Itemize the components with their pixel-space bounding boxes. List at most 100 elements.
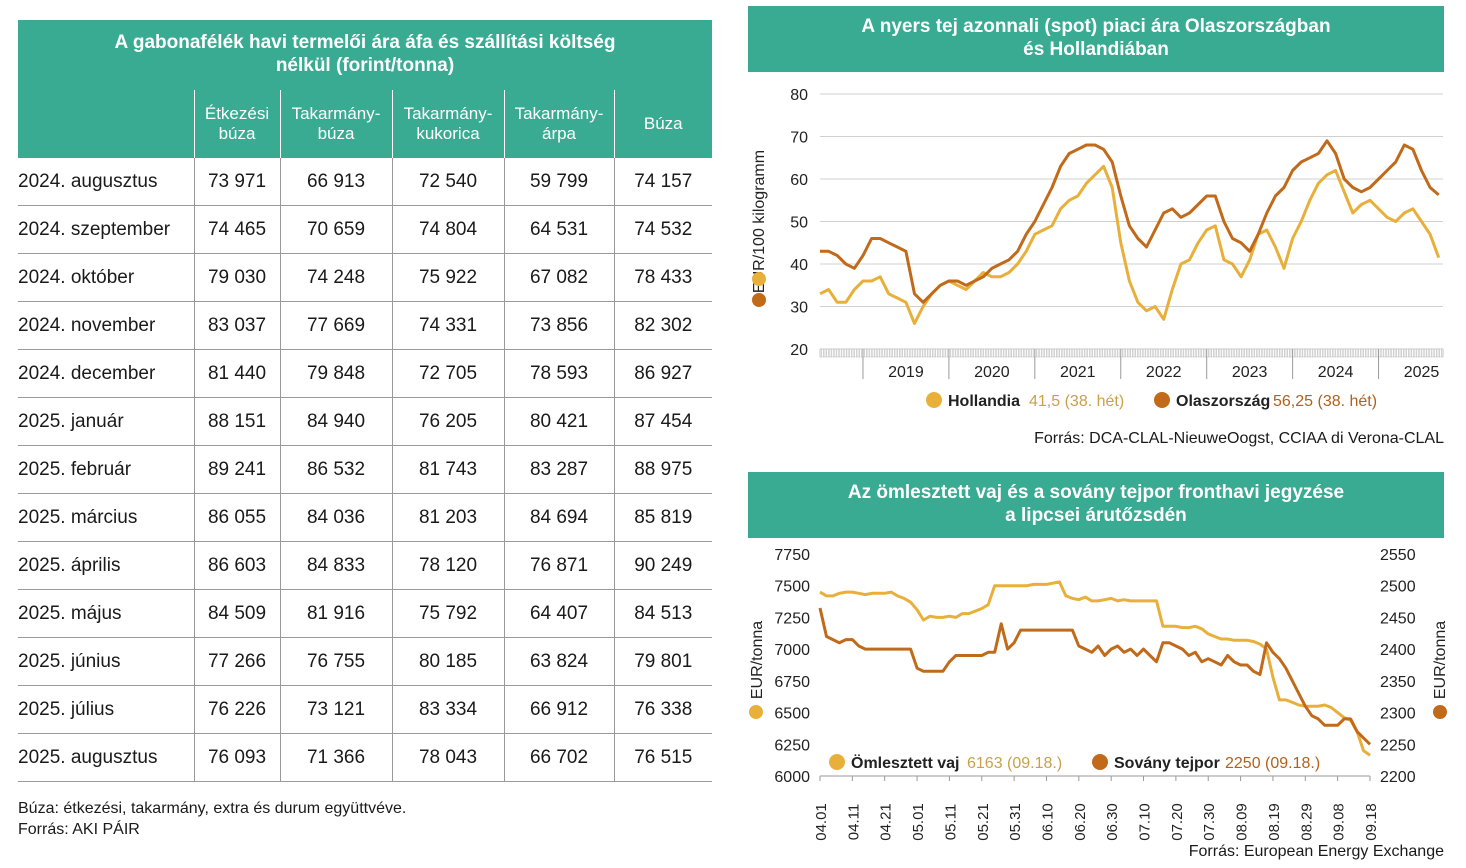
butter-chart-x-tick-label: 08.09	[1234, 803, 1251, 841]
butter-chart-x-tick-label: 04.21	[878, 803, 895, 841]
table-cell-value: 78 593	[503, 349, 614, 398]
butter-chart-x-tick-label: 07.20	[1169, 803, 1186, 841]
butter-chart-left-axis-marker	[749, 705, 763, 719]
milk-legend-marker-hollandia	[926, 392, 942, 408]
table-header-col-4: Búza	[613, 90, 712, 158]
butter-legend-marker-vaj	[829, 754, 845, 770]
butter-chart-right-axis-label: EUR/tonna	[1432, 621, 1449, 699]
butter-chart-x-tick-label: 05.01	[910, 803, 927, 841]
table-cell-value: 74 532	[613, 205, 712, 254]
butter-chart-right-tick-label: 2550	[1380, 547, 1416, 564]
butter-chart-right-tick-label: 2500	[1380, 579, 1416, 596]
table-header-line2: búza	[317, 124, 355, 143]
butter-chart-x-tick-label: 05.31	[1007, 803, 1024, 841]
table-footnote: Búza: étkezési, takarmány, extra és duru…	[18, 798, 406, 840]
butter-chart-left-tick-label: 7500	[774, 579, 810, 596]
milk-chart-y-tick-label: 60	[790, 172, 808, 189]
milk-chart-x-axis-band	[819, 348, 1444, 358]
butter-chart-right-axis-marker	[1433, 705, 1447, 719]
table-cell-value: 78 120	[391, 541, 504, 590]
table-cell-value: 75 922	[391, 253, 504, 302]
table-cell-month: 2024. szeptember	[18, 205, 194, 254]
table-cell-value: 73 856	[503, 301, 614, 350]
table-row: 2025. április 86 603 84 833 78 120 76 871 90 …	[18, 541, 712, 590]
milk-chart-x-tick-label: 2024	[1318, 364, 1354, 381]
table-cell-value: 79 030	[193, 253, 280, 302]
table-cell-value: 67 082	[503, 253, 614, 302]
table-cell-value: 72 705	[391, 349, 504, 398]
table-row: 2024. augusztus 73 971 66 913 72 540 59 799 7…	[18, 158, 712, 206]
table-header-col-1: Takarmány-búza	[279, 90, 392, 158]
table-cell-value: 64 531	[503, 205, 614, 254]
butter-legend-name-vaj: Ömlesztett vaj	[851, 753, 959, 772]
table-cell-value: 84 940	[279, 397, 392, 446]
table-cell-month: 2024. december	[18, 349, 194, 398]
table-cell-value: 66 702	[503, 733, 614, 782]
table-header-corner	[18, 90, 194, 158]
table-cell-value: 89 241	[193, 445, 280, 494]
milk-chart-x-tick-label: 2021	[1060, 364, 1096, 381]
butter-chart-left-tick-label: 7250	[774, 610, 810, 627]
milk-chart-title-line2: és Hollandiában	[1023, 39, 1169, 60]
table-header-line1: Takarmány-	[291, 104, 381, 124]
milk-price-chart: 20 30 40 50 60 70 80 2019 2020 2021 2022 2023 2024 20…	[751, 87, 1444, 410]
table-cell-month: 2025. március	[18, 493, 194, 542]
table-cell-value: 86 532	[279, 445, 392, 494]
table-cell-value: 74 157	[613, 158, 712, 206]
table-cell-value: 88 151	[193, 397, 280, 446]
butter-chart-x-tick-label: 07.30	[1201, 803, 1218, 841]
butter-chart-x-tick-label: 04.01	[813, 803, 830, 841]
table-cell-value: 72 540	[391, 158, 504, 206]
table-cell-value: 74 331	[391, 301, 504, 350]
table-source: Forrás: AKI PÁIR	[18, 821, 140, 838]
butter-smp-chart-title-line2: a lipcsei árutőzsdén	[1005, 505, 1187, 526]
butter-smp-chart-title-line1: Az ömlesztett vaj és a sovány tejpor fro…	[847, 482, 1345, 504]
table-title-line2: nélkül (forint/tonna)	[275, 55, 455, 76]
milk-chart-series-line-hollandia	[819, 164, 1441, 325]
milk-chart-series-line-olaszorszag	[820, 139, 1440, 304]
table-cell-month: 2025. február	[18, 445, 194, 494]
butter-chart-x-tick-label: 08.19	[1266, 803, 1283, 841]
table-cell-value: 84 513	[613, 589, 712, 638]
table-row: 2025. július 76 226 73 121 83 334 66 912 76 3…	[18, 685, 712, 734]
table-cell-value: 76 226	[193, 685, 280, 734]
butter-chart-left-tick-label: 6250	[774, 737, 810, 754]
butter-chart-right-tick-label: 2300	[1380, 706, 1416, 723]
table-row: 2024. október 79 030 74 248 75 922 67 082 78 …	[18, 253, 712, 302]
milk-chart-y-axis-marker-hollandia	[752, 272, 766, 286]
table-cell-value: 70 659	[279, 205, 392, 254]
table-cell-value: 82 302	[613, 301, 712, 350]
butter-chart-left-tick-label: 6500	[774, 706, 810, 723]
butter-chart-x-tick-label: 08.29	[1298, 803, 1315, 841]
butter-chart-x-tick-label: 09.08	[1331, 803, 1348, 841]
table-note: Búza: étkezési, takarmány, extra és duru…	[18, 800, 407, 817]
table-cell-value: 79 801	[613, 637, 712, 686]
table-row: 2025. június 77 266 76 755 80 185 63 824 79 8…	[18, 637, 712, 686]
table-cell-value: 74 804	[391, 205, 504, 254]
butter-smp-chart-title: Az ömlesztett vaj és a sovány tejpor fro…	[748, 472, 1444, 538]
butter-chart-x-tick-label: 04.11	[845, 804, 862, 840]
table-cell-value: 78 433	[613, 253, 712, 302]
table-cell-value: 80 421	[503, 397, 614, 446]
milk-legend-value-hollandia: 41,5 (38. hét)	[1029, 393, 1124, 410]
butter-chart-series-line-sovany-tejpor	[818, 607, 1372, 746]
butter-chart-left-tick-label: 7000	[774, 642, 810, 659]
table-row: 2025. február 89 241 86 532 81 743 83 287 88 …	[18, 445, 712, 494]
butter-chart-left-axis-label: EUR/tonna	[749, 621, 766, 699]
butter-smp-chart: 6000 6250 6500 6750 7000 7250 7500 7750 2200 2250…	[749, 547, 1449, 841]
table-cell-value: 85 819	[613, 493, 712, 542]
table-row: 2025. május 84 509 81 916 75 792 64 407 84 51…	[18, 589, 712, 638]
table-cell-month: 2024. október	[18, 253, 194, 302]
butter-chart-x-tick-label: 05.11	[942, 804, 959, 840]
table-cell-value: 71 366	[279, 733, 392, 782]
table-cell-value: 81 743	[391, 445, 504, 494]
milk-chart-x-tick-label: 2025	[1404, 364, 1440, 381]
butter-chart-right-tick-label: 2200	[1380, 769, 1416, 786]
table-cell-value: 73 121	[279, 685, 392, 734]
table-cell-value: 84 036	[279, 493, 392, 542]
table-cell-month: 2025. január	[18, 397, 194, 446]
table-cell-value: 83 287	[503, 445, 614, 494]
milk-chart-x-tick-label: 2023	[1232, 364, 1268, 381]
milk-chart-y-tick-label: 80	[790, 87, 808, 104]
butter-chart-x-tick-label: 06.20	[1072, 803, 1089, 841]
